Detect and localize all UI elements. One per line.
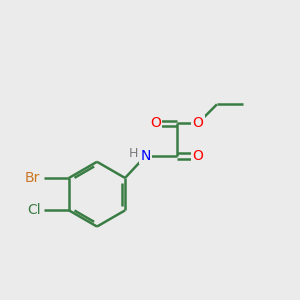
Text: N: N [140, 149, 151, 163]
Text: Br: Br [24, 171, 40, 185]
Text: H: H [129, 147, 138, 160]
Text: O: O [192, 149, 203, 163]
Text: Cl: Cl [27, 203, 40, 218]
Text: O: O [192, 116, 203, 130]
Text: O: O [150, 116, 161, 130]
